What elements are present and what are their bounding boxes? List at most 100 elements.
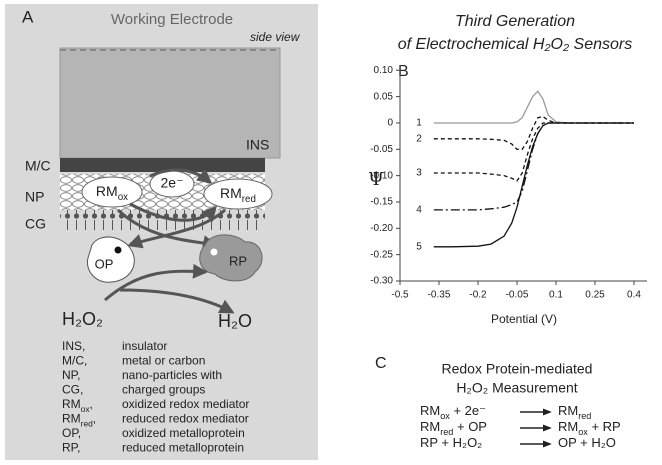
series-line [433, 115, 634, 150]
y-tick-label: -0.20 [370, 223, 393, 234]
series-line [433, 122, 634, 248]
series-line [433, 122, 634, 211]
panel-title: H₂O₂ Measurement [456, 380, 577, 396]
reaction-right: RMred [558, 403, 591, 421]
text-part: INS, [62, 339, 85, 353]
legend-text: metal or carbon [122, 354, 205, 368]
legend-abbr: CG, [62, 383, 83, 397]
text-base: RM [96, 183, 118, 199]
product: H₂O [218, 311, 252, 331]
y-tick-label: -0.25 [370, 249, 393, 260]
legend-text: oxidized metalloprotein [122, 426, 245, 440]
x-axis-label: Potential (V) [491, 312, 557, 326]
text-sub: red [440, 427, 453, 437]
legend-text: insulator [122, 339, 167, 353]
layer-label: M/C [25, 158, 51, 174]
panel-b: Third Generation of Electrochemical H₂O₂… [368, 13, 647, 326]
legend-text: reduced redox mediator [122, 412, 249, 426]
text-part: , [93, 412, 96, 426]
legend-abbr: RMred, [62, 412, 96, 429]
x-tick-label: -0.5 [391, 290, 409, 301]
text-part: NP, [62, 368, 80, 382]
x-tick-label: 0.1 [549, 290, 563, 301]
reactant: H₂O₂ [62, 309, 103, 329]
x-tick-label: -0.35 [428, 290, 451, 301]
rp-center [210, 248, 218, 256]
legend-text: reduced metalloprotein [122, 441, 244, 455]
panel-label: C [375, 355, 387, 372]
text-part: CG, [62, 383, 83, 397]
y-tick-label: -0.10 [370, 170, 393, 181]
reaction-right: RMox + RP [558, 419, 621, 437]
text-sub: ox [118, 192, 128, 203]
text-base: RM [62, 397, 81, 411]
panel-title: Working Electrode [111, 11, 233, 28]
rp-label: RP [229, 253, 247, 268]
text-part: RP, [62, 441, 80, 455]
text-base: RM [420, 403, 440, 418]
reaction-left: RP + H₂O₂ [420, 435, 482, 450]
rm-ox: RMox [96, 183, 128, 203]
text-base: RM [558, 403, 578, 418]
y-tick-label: -0.15 [370, 197, 393, 208]
y-tick-label: -0.05 [370, 144, 393, 155]
series-line [433, 122, 634, 182]
legend-abbr: M/C, [62, 354, 87, 368]
text-part: , [90, 397, 93, 411]
rm-red-ellipse [203, 178, 273, 210]
text-part: OP, [62, 426, 81, 440]
rm-red: RMred [220, 185, 256, 205]
legend-text: oxidized redox mediator [122, 397, 249, 411]
text-part: M/C, [62, 354, 87, 368]
arrow [119, 288, 235, 314]
reaction-left: RMred + OP [420, 419, 487, 437]
electrons: 2e⁻ [161, 175, 184, 191]
arrow [104, 263, 208, 302]
y-axis-label: Ψ [368, 169, 384, 190]
text-part: + OP [453, 419, 487, 434]
text-part: OP + H₂O [558, 435, 616, 450]
panel-title: Redox Protein-mediated [442, 361, 593, 377]
panel-a: A Working Electrode side view INS M/C NP… [5, 4, 318, 460]
cg-layer [60, 210, 265, 230]
x-tick-label: 0.4 [627, 290, 641, 301]
legend-abbr: RMox, [62, 397, 93, 414]
text-sub: red [242, 194, 256, 205]
arrow [149, 168, 213, 184]
rm-ox-ellipse [81, 176, 143, 208]
layer-label: NP [25, 189, 44, 205]
text-sub: red [578, 411, 591, 421]
series-label: 1 [416, 118, 422, 129]
series-line [433, 90, 634, 124]
y-tick-label: 0.10 [374, 65, 394, 76]
x-tick-label: -0.2 [469, 290, 487, 301]
chart-title: of Electrochemical H₂O₂ Sensors [398, 36, 633, 53]
text-sub: ox [440, 411, 450, 421]
x-tick-label: 0.25 [585, 290, 605, 301]
reaction-right: OP + H₂O [558, 435, 616, 450]
ins-label: INS [246, 137, 269, 153]
reaction-left: RMox + 2e⁻ [420, 403, 486, 421]
legend-abbr: RP, [62, 441, 80, 455]
text-part: + RP [588, 419, 621, 434]
text-part: RP + H₂O₂ [420, 435, 482, 450]
text-base: RM [420, 419, 440, 434]
series-label: 3 [416, 168, 422, 179]
op-center [114, 246, 122, 254]
legend-text: nano-particles with [122, 368, 222, 382]
layer-label: CG [25, 216, 46, 232]
text-sub: ox [578, 427, 588, 437]
electrode [59, 47, 281, 159]
series-label: 4 [416, 205, 422, 216]
panel-label: A [22, 7, 34, 26]
arrow [129, 202, 217, 222]
text-part: + 2e⁻ [450, 403, 486, 418]
arrow [127, 208, 226, 249]
series-label: 5 [416, 241, 422, 252]
legend-abbr: NP, [62, 368, 80, 382]
op-label: OP [95, 256, 114, 271]
text-base: RM [558, 419, 578, 434]
chart-title: Third Generation [455, 13, 575, 30]
text-sub: red [81, 419, 93, 429]
